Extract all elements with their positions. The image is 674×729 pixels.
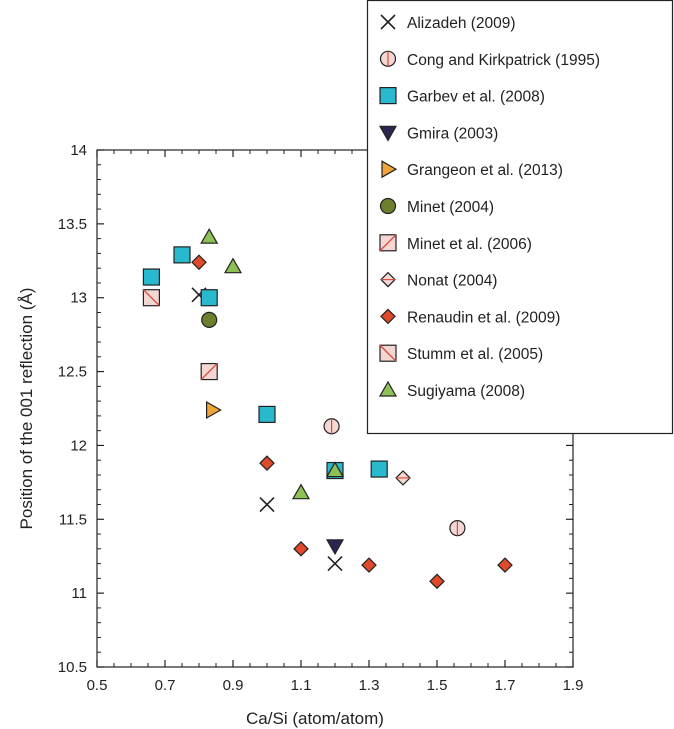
x-axis-label: Ca/Si (atom/atom) (246, 709, 384, 728)
series-1 (323, 418, 466, 537)
series-6 (200, 362, 218, 381)
legend-marker (379, 86, 397, 105)
legend-entry-label: Stumm et al. (2005) (407, 346, 543, 363)
data-point (497, 557, 513, 573)
legend-marker (379, 50, 397, 67)
y-tick-label: 13 (70, 290, 87, 307)
y-tick-label: 13.5 (58, 216, 87, 233)
x-tick-label: 1.9 (563, 677, 584, 694)
data-point (449, 520, 466, 537)
x-tick-label: 0.7 (155, 677, 176, 694)
legend-marker (379, 197, 397, 215)
data-point (258, 405, 276, 424)
y-tick-label: 11 (71, 585, 87, 602)
legend-marker (379, 234, 397, 252)
data-point (370, 460, 388, 478)
series-4 (206, 400, 222, 420)
data-point (291, 483, 311, 500)
x-tick-label: 1.1 (291, 677, 312, 694)
legend-entry-label: Renaudin et al. (2009) (407, 309, 560, 326)
x-tick-label: 0.9 (223, 677, 244, 694)
legend-marker (380, 14, 396, 30)
legend-marker (378, 125, 398, 142)
data-point (142, 289, 160, 307)
data-point (325, 461, 345, 478)
legend-entry-label: Alizadeh (2009) (407, 15, 516, 32)
data-point (259, 496, 275, 513)
data-point (293, 540, 309, 557)
data-point (201, 311, 218, 328)
y-tick-label: 12 (70, 437, 87, 454)
data-point (200, 289, 218, 307)
legend-marker (380, 308, 396, 325)
data-point (395, 470, 411, 486)
data-point (327, 556, 343, 572)
x-tick-label: 1.3 (359, 677, 380, 694)
legend-entry-label: Nonat (2004) (407, 273, 497, 290)
series-0 (191, 287, 343, 572)
data-point (429, 573, 445, 590)
legend-marker (378, 380, 398, 397)
data-point (259, 455, 275, 472)
legend-entry-label: Minet (2004) (407, 199, 494, 216)
series-3 (325, 539, 345, 556)
legend-entry-label: Minet et al. (2006) (407, 236, 532, 253)
data-point (323, 418, 340, 435)
legend-box (366, 0, 674, 435)
y-tick-label: 11.5 (59, 511, 87, 528)
data-point (200, 362, 218, 381)
data-point (142, 268, 160, 286)
legend-marker (379, 344, 397, 362)
x-tick-label: 1.7 (495, 677, 516, 694)
legend-entry-label: Gmira (2003) (407, 125, 498, 142)
data-point (223, 257, 243, 274)
legend-marker (380, 271, 396, 288)
data-point (200, 227, 219, 244)
legend-marker (381, 160, 398, 179)
data-point (361, 557, 377, 573)
y-tick-label: 10.5 (58, 659, 87, 676)
data-point (325, 539, 345, 556)
y-tick-label: 12.5 (58, 364, 87, 381)
data-point (173, 246, 191, 264)
series-9 (142, 289, 160, 307)
legend-entry-label: Grangeon et al. (2013) (407, 162, 563, 179)
legend-entry-label: Cong and Kirkpatrick (1995) (407, 52, 600, 69)
data-point (191, 254, 207, 271)
series-10 (200, 227, 345, 500)
series-2 (142, 246, 388, 480)
series-8 (191, 254, 513, 590)
series-5 (201, 311, 218, 328)
series-7 (395, 470, 411, 486)
legend-entry-label: Garbev et al. (2008) (407, 89, 545, 106)
y-tick-label: 14 (70, 142, 87, 159)
data-point (206, 400, 222, 420)
x-tick-label: 1.5 (427, 677, 448, 694)
x-tick-label: 0.5 (87, 677, 108, 694)
y-axis-label: Position of the 001 reflection (Å) (17, 288, 36, 530)
legend-entry-label: Sugiyama (2008) (407, 383, 525, 400)
legend: Alizadeh (2009) Cong and Kirkpatrick (199… (366, 0, 674, 435)
